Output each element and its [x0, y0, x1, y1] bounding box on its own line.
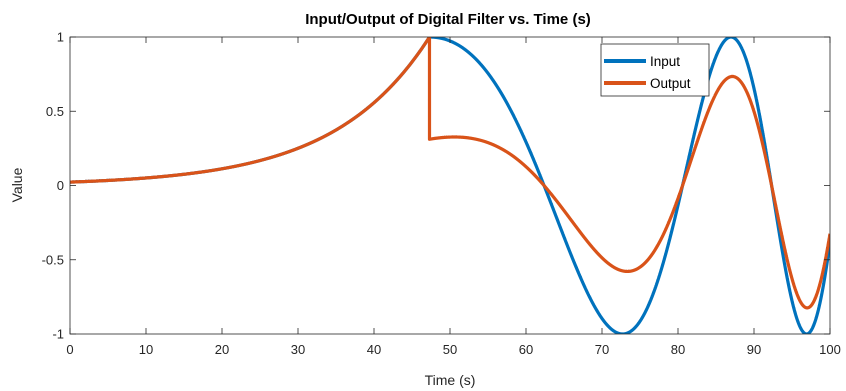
x-tick-label: 70 [595, 342, 609, 357]
x-tick-label: 50 [443, 342, 457, 357]
y-tick-label: 1 [57, 30, 64, 45]
y-tick-label: -1 [52, 327, 64, 342]
ticks-group: 0 10 20 30 40 50 60 70 80 90 100 -1 -0.5 0 0.5 1 [42, 30, 841, 358]
x-axis-label: Time (s) [425, 372, 476, 388]
y-tick-label: 0.5 [46, 104, 64, 119]
series-output-line [70, 37, 830, 310]
legend: Input Output [600, 43, 710, 97]
legend-box [600, 43, 710, 97]
x-tick-label: 40 [367, 342, 381, 357]
x-tick-label: 90 [747, 342, 761, 357]
x-tick-label: 0 [66, 342, 73, 357]
x-tick-label: 10 [139, 342, 153, 357]
x-tick-label: 100 [819, 342, 841, 357]
plot-area [70, 37, 830, 334]
legend-label-output: Output [650, 76, 691, 91]
x-tick-label: 60 [519, 342, 533, 357]
x-tick-label: 30 [291, 342, 305, 357]
chart-title: Input/Output of Digital Filter vs. Time … [305, 11, 591, 28]
y-tick-label: 0 [57, 178, 64, 193]
x-tick-label: 80 [671, 342, 685, 357]
legend-label-input: Input [650, 54, 680, 69]
y-axis-label: Value [9, 167, 25, 202]
x-tick-label: 20 [215, 342, 229, 357]
y-tick-label: -0.5 [42, 252, 64, 267]
